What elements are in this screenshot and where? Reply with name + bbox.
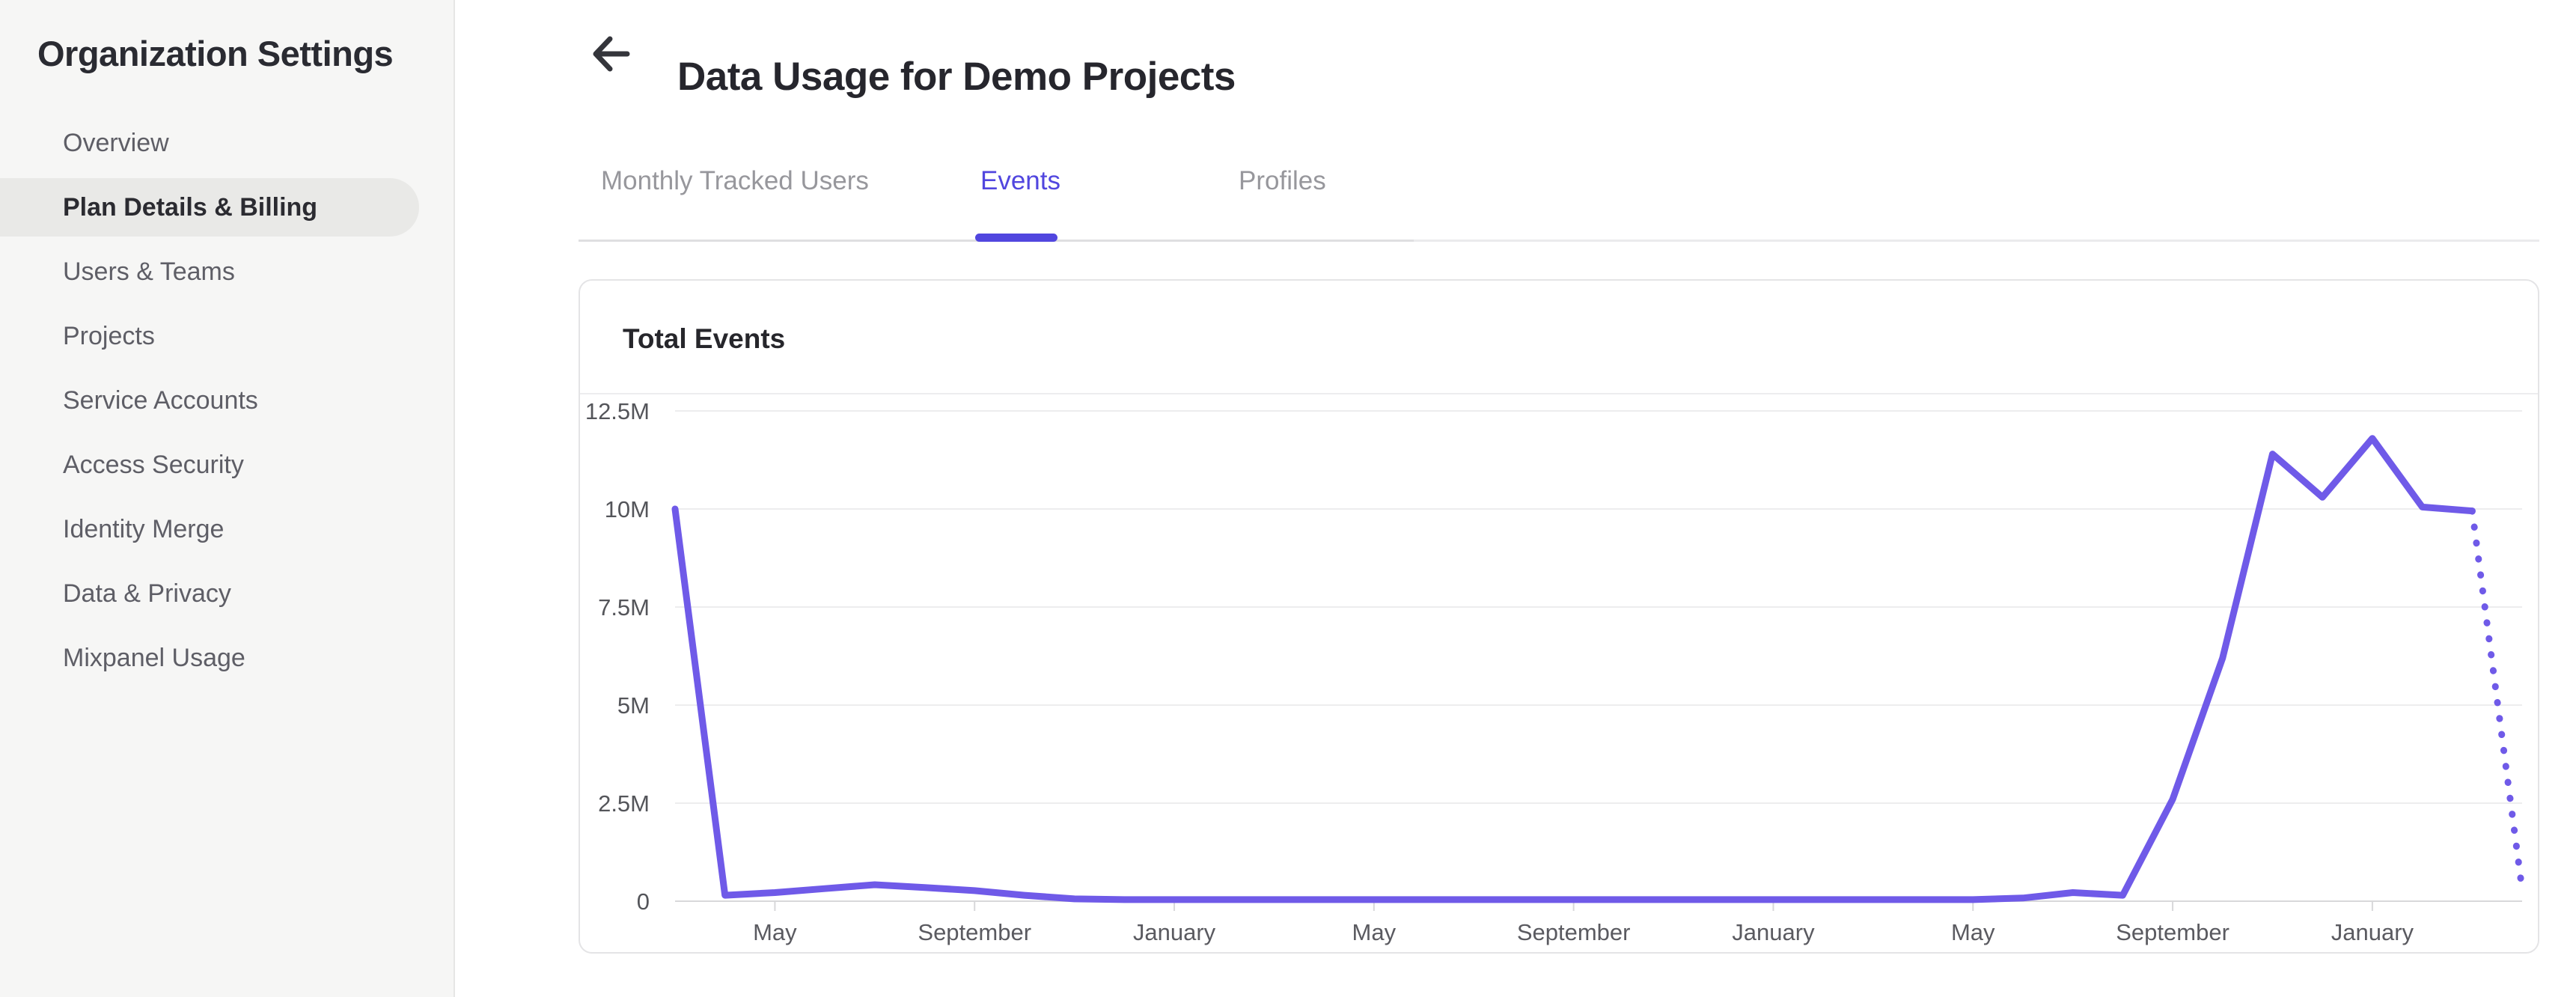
sidebar-item-overview[interactable]: Overview bbox=[0, 111, 454, 175]
svg-text:May: May bbox=[1352, 919, 1397, 945]
svg-text:January: January bbox=[1133, 919, 1216, 945]
sidebar-item-mixpanel-usage[interactable]: Mixpanel Usage bbox=[0, 626, 454, 690]
total-events-line-chart[interactable]: 12.5M 10M 7.5M 5M 2.5M 0 May September January Ma… bbox=[580, 393, 2538, 952]
svg-text:September: September bbox=[1517, 919, 1631, 945]
svg-text:September: September bbox=[2116, 919, 2229, 945]
svg-text:January: January bbox=[2331, 919, 2414, 945]
sidebar-item-label: Access Security bbox=[63, 450, 244, 479]
sidebar-item-label: Users & Teams bbox=[63, 257, 235, 286]
sidebar-item-label: Data & Privacy bbox=[63, 579, 231, 608]
sidebar-item-access-security[interactable]: Access Security bbox=[0, 433, 454, 497]
sidebar-item-label: Plan Details & Billing bbox=[63, 192, 318, 222]
page-title: Data Usage for Demo Projects bbox=[677, 54, 1236, 99]
svg-text:2.5M: 2.5M bbox=[598, 790, 650, 817]
sidebar-nav: Overview Plan Details & Billing Users & Te… bbox=[0, 111, 454, 690]
total-events-card: Total Events 12.5M 10M 7.5M 5M 2.5M 0 May Septe… bbox=[579, 279, 2539, 954]
svg-text:5M: 5M bbox=[617, 692, 650, 719]
active-tab-underline bbox=[975, 234, 1057, 242]
tab-divider bbox=[579, 240, 2539, 242]
svg-text:12.5M: 12.5M bbox=[585, 398, 650, 424]
svg-text:September: September bbox=[918, 919, 1031, 945]
sidebar-title: Organization Settings bbox=[37, 34, 394, 73]
sidebar-item-label: Mixpanel Usage bbox=[63, 643, 245, 672]
tab-events[interactable]: Events bbox=[980, 166, 1060, 195]
left-arrow-icon bbox=[590, 36, 633, 77]
svg-text:10M: 10M bbox=[605, 496, 650, 522]
sidebar: Organization Settings Overview Plan Detai… bbox=[0, 0, 455, 997]
tab-profiles[interactable]: Profiles bbox=[1239, 166, 1326, 195]
sidebar-item-users-teams[interactable]: Users & Teams bbox=[0, 240, 454, 304]
sidebar-item-plan-details-billing[interactable]: Plan Details & Billing bbox=[0, 175, 454, 240]
svg-text:0: 0 bbox=[637, 888, 650, 915]
svg-text:7.5M: 7.5M bbox=[598, 594, 650, 621]
chart-title: Total Events bbox=[623, 323, 786, 354]
card-header-divider bbox=[580, 393, 2538, 394]
selected-item-pill bbox=[0, 178, 419, 237]
sidebar-item-projects[interactable]: Projects bbox=[0, 304, 454, 368]
sidebar-item-label: Identity Merge bbox=[63, 514, 225, 543]
sidebar-item-label: Projects bbox=[63, 321, 155, 350]
svg-text:May: May bbox=[753, 919, 797, 945]
svg-text:January: January bbox=[1732, 919, 1815, 945]
sidebar-item-data-privacy[interactable]: Data & Privacy bbox=[0, 561, 454, 626]
svg-text:May: May bbox=[1951, 919, 1995, 945]
back-button[interactable] bbox=[590, 33, 633, 75]
sidebar-item-identity-merge[interactable]: Identity Merge bbox=[0, 497, 454, 561]
tab-monthly-tracked-users[interactable]: Monthly Tracked Users bbox=[601, 166, 869, 195]
sidebar-item-label: Service Accounts bbox=[63, 385, 258, 415]
tab-bar: Monthly Tracked Users Events Profiles bbox=[0, 0, 2576, 247]
sidebar-item-service-accounts[interactable]: Service Accounts bbox=[0, 368, 454, 433]
sidebar-item-label: Overview bbox=[63, 128, 169, 157]
